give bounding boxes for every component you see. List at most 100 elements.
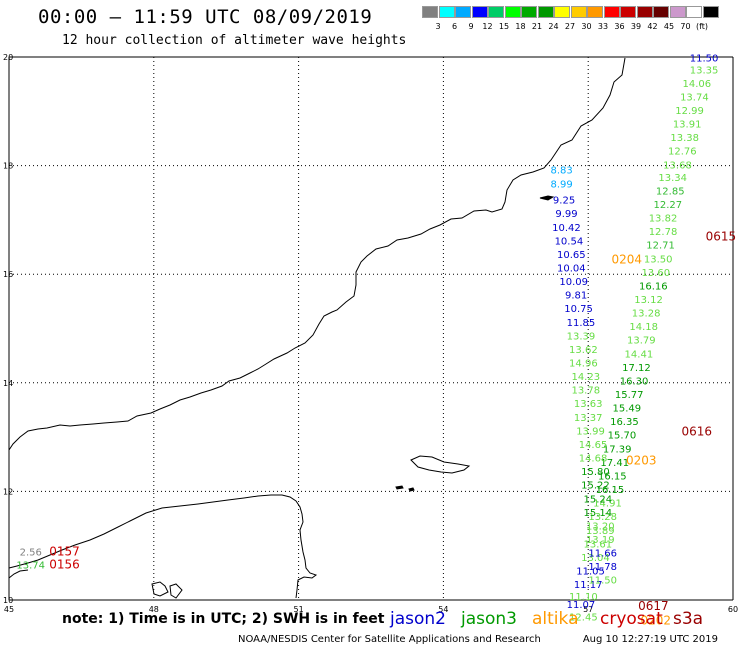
wave-height-value: 11.50 <box>588 576 617 587</box>
legend-label: (ft) <box>695 22 709 31</box>
socotra-island <box>410 455 471 474</box>
map-subtitle: 12 hour collection of altimeter wave hei… <box>62 33 407 48</box>
satellite-s3a: s3a <box>673 609 704 629</box>
wave-height-value: 14.96 <box>569 359 598 370</box>
axis-tick-labels: 45 48 51 54 57 60 10 12 14 16 18 20 <box>3 53 738 614</box>
kuria-muria-islands <box>539 195 555 201</box>
wave-height-value: 13.38 <box>670 133 699 144</box>
wave-height-value: 16.16 <box>639 281 668 292</box>
pass-time-label: 0616 <box>682 424 713 438</box>
lat-lon-grid <box>8 56 734 601</box>
wave-height-value: 10.54 <box>555 236 584 247</box>
legend-label: 9 <box>468 22 474 31</box>
wave-height-value: 10.09 <box>559 277 588 288</box>
wave-height-value: 13.04 <box>581 553 610 564</box>
legend-swatch <box>587 6 603 18</box>
legend-label: 3 <box>435 22 441 31</box>
lon-tick-label: 54 <box>438 605 448 614</box>
pass-time-label: 0202 <box>640 613 671 627</box>
legend-label: 70 <box>680 22 691 31</box>
wave-height-value: 13.74 <box>680 92 709 103</box>
wave-height-value: 15.22 <box>581 481 610 492</box>
djibouti-coastline <box>8 569 29 579</box>
lat-tick-label: 18 <box>3 162 13 171</box>
legend-swatch <box>537 6 554 18</box>
wave-height-value: 10.65 <box>557 250 586 261</box>
legend-label: 36 <box>614 22 625 31</box>
legend-swatch <box>455 6 471 18</box>
wave-height-value: 11.50 <box>690 53 719 64</box>
legend-swatch <box>488 6 504 18</box>
wave-height-value: 13.35 <box>690 65 719 76</box>
wave-height-value: 13.39 <box>567 331 596 342</box>
legend-label: 45 <box>663 22 675 31</box>
legend-swatch <box>653 6 669 18</box>
legend-swatch <box>521 6 537 18</box>
wave-height-value: 14.18 <box>629 322 658 333</box>
footer-note: note: 1) Time is in UTC; 2) SWH is in fe… <box>62 611 385 627</box>
wave-height-observations: 11.5013.3514.0613.7412.9913.9113.3812.76… <box>16 53 736 627</box>
wave-height-value: 13.34 <box>658 173 687 184</box>
lon-tick-label: 51 <box>294 605 304 614</box>
wave-height-value: 14.91 <box>593 499 622 510</box>
wave-height-value: 13.91 <box>673 120 702 131</box>
wave-height-value: 13.19 <box>586 535 615 546</box>
legend-swatch <box>438 6 455 18</box>
pass-time-label: 0617 <box>638 599 669 613</box>
wave-height-value: 11.07 <box>567 600 596 611</box>
wave-height-value: 15.14 <box>584 508 613 519</box>
lat-tick-label: 20 <box>3 53 13 62</box>
legend-label: 39 <box>630 22 642 31</box>
wave-height-value: 2.56 <box>20 547 42 558</box>
wave-height-value: 13.50 <box>644 254 673 265</box>
legend-swatch <box>702 6 719 18</box>
wave-height-value: 15.24 <box>584 494 613 505</box>
wave-height-value: 15.80 <box>581 467 610 478</box>
wave-height-value: 13.68 <box>663 160 692 171</box>
wave-height-value: 13.82 <box>649 214 678 225</box>
wave-height-value: 13.78 <box>571 386 600 397</box>
wave-height-value: 14.06 <box>682 79 711 90</box>
wave-height-value: 15.70 <box>608 431 637 442</box>
legend-label: 30 <box>581 22 592 31</box>
arabia-coastline <box>8 57 626 451</box>
wave-height-value: 13.61 <box>584 539 613 550</box>
wave-height-value: 10.75 <box>564 304 593 315</box>
lon-tick-label: 57 <box>583 605 593 614</box>
wave-height-value: 13.79 <box>627 336 656 347</box>
map-title: 00:00 – 11:59 UTC 08/09/2019 <box>38 6 373 28</box>
lon-tick-label: 45 <box>4 605 14 614</box>
wave-height-value: 12.71 <box>646 241 675 252</box>
legend-swatch <box>554 6 570 18</box>
wave-height-value: 13.37 <box>574 413 603 424</box>
legend-swatch <box>686 6 702 18</box>
wave-height-value: 12.99 <box>675 106 704 117</box>
lat-tick-label: 10 <box>3 596 13 605</box>
wave-height-value: 17.41 <box>600 458 629 469</box>
satellite-cryosat: cryosat <box>600 609 663 629</box>
wave-height-value: 13.28 <box>588 512 617 523</box>
legend-label: 33 <box>597 22 609 31</box>
legend-swatch <box>669 6 686 18</box>
wave-height-value: 12.76 <box>668 147 697 158</box>
wave-height-value: 16.30 <box>620 376 649 387</box>
wave-height-value: 11.66 <box>588 549 617 560</box>
generation-timestamp: Aug 10 12:27:19 UTC 2019 <box>582 634 718 645</box>
wave-height-value: 13.12 <box>634 295 663 306</box>
wave-height-value: 12.85 <box>656 186 685 197</box>
satellite-jason3: jason3 <box>461 609 517 629</box>
wave-height-value: 12.78 <box>649 227 678 238</box>
wave-height-value: 17.12 <box>622 363 651 374</box>
lon-tick-label: 60 <box>728 605 738 614</box>
wave-height-value: 10.04 <box>557 263 586 274</box>
legend-label: 24 <box>548 22 559 31</box>
legend-label: 42 <box>647 22 658 31</box>
coastline <box>8 57 626 599</box>
lat-tick-label: 14 <box>3 379 13 388</box>
satellite-altika: altika <box>532 609 579 629</box>
wave-height-value: 8.99 <box>551 179 573 190</box>
wave-height-value: 13.99 <box>576 426 605 437</box>
wave-height-value: 13.74 <box>16 561 45 572</box>
pass-time-label: 0615 <box>706 230 737 244</box>
pass-time-label: 0203 <box>626 453 657 467</box>
